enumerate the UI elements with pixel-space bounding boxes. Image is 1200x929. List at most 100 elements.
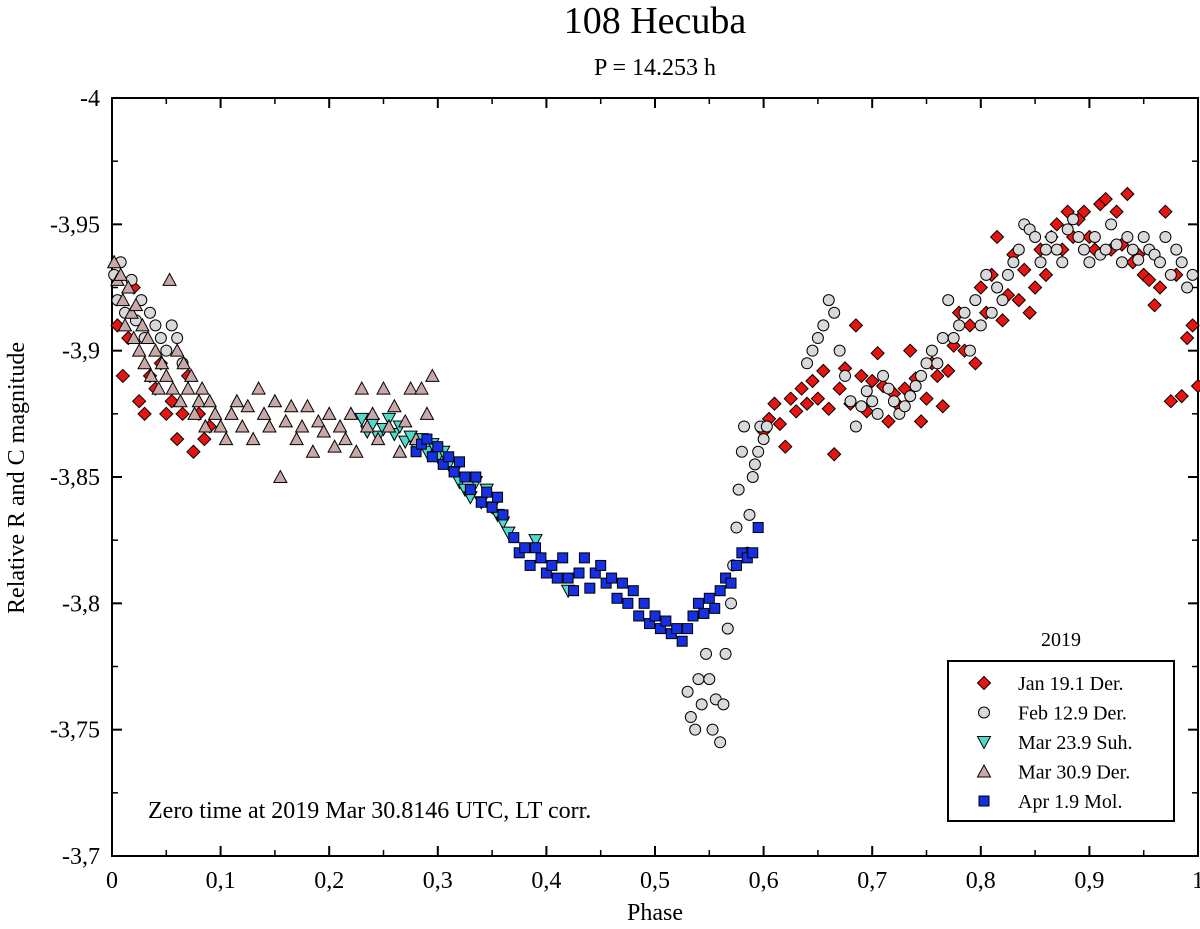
data-point xyxy=(772,416,788,432)
data-point xyxy=(730,521,743,534)
data-point xyxy=(1045,230,1058,243)
data-point xyxy=(198,418,213,433)
data-point xyxy=(1179,330,1195,346)
data-point xyxy=(947,332,960,345)
data-point xyxy=(1164,268,1177,281)
y-axis-label: Relative R and C magnitude xyxy=(4,342,30,614)
data-point xyxy=(821,401,836,416)
data-point xyxy=(128,297,144,312)
data-point xyxy=(115,292,131,307)
data-point xyxy=(149,319,162,332)
data-point xyxy=(996,294,1009,307)
data-point xyxy=(117,317,133,332)
time-annotation: Zero time at 2019 Mar 30.8146 UTC, LT co… xyxy=(148,798,591,824)
data-point xyxy=(1137,230,1150,243)
data-point xyxy=(725,577,737,589)
data-point xyxy=(124,305,139,319)
x-tick-label: 0,8 xyxy=(966,868,996,894)
data-point xyxy=(1099,243,1112,256)
data-point xyxy=(256,406,272,420)
data-point xyxy=(882,382,895,395)
data-point xyxy=(925,344,938,357)
data-point xyxy=(942,294,955,307)
data-point xyxy=(810,391,826,406)
data-point xyxy=(143,368,159,382)
data-point xyxy=(703,673,716,686)
data-point xyxy=(721,622,734,635)
data-point xyxy=(486,501,498,513)
data-point xyxy=(234,418,250,433)
data-point xyxy=(698,607,710,619)
data-point xyxy=(826,447,842,462)
data-point xyxy=(194,381,210,395)
data-point xyxy=(370,431,386,446)
data-point xyxy=(158,368,174,382)
data-point xyxy=(1072,230,1085,243)
data-point xyxy=(595,559,607,571)
data-point xyxy=(848,318,864,333)
data-point xyxy=(354,412,370,427)
data-point xyxy=(877,369,890,382)
data-point xyxy=(213,418,228,433)
data-point xyxy=(403,381,418,395)
data-point xyxy=(1126,243,1139,256)
y-tick-label: -3,9 xyxy=(62,339,100,365)
data-point xyxy=(151,381,167,395)
data-point xyxy=(294,418,310,433)
data-point xyxy=(165,319,178,332)
data-point xyxy=(1056,256,1069,269)
data-point xyxy=(1067,213,1080,226)
data-point xyxy=(898,400,911,413)
data-point xyxy=(920,357,933,370)
data-point xyxy=(854,368,869,384)
data-point xyxy=(633,610,645,622)
data-point xyxy=(805,373,820,389)
axes-layer: 0 0,1 0,2 0,3 0,4 0,5 0,6 0,7 0,8 0,9 1 -4 -3,95 -3,9… xyxy=(50,86,1200,894)
data-point xyxy=(365,406,380,420)
data-point xyxy=(1088,230,1101,243)
data-point xyxy=(207,406,223,420)
data-point xyxy=(191,393,207,408)
y-tick-label: -3,95 xyxy=(50,212,100,238)
data-point xyxy=(936,332,949,345)
data-point xyxy=(801,357,814,370)
data-point xyxy=(760,420,773,433)
legend-label: Jan 19.1 Der. xyxy=(1018,673,1124,695)
data-point xyxy=(251,381,266,395)
data-point xyxy=(519,542,531,554)
data-point xyxy=(783,391,798,406)
data-point xyxy=(448,466,460,478)
legend-marker xyxy=(978,795,990,807)
data-point xyxy=(1034,256,1047,269)
data-point xyxy=(171,332,184,345)
data-point xyxy=(311,413,326,428)
data-point xyxy=(844,395,857,408)
data-point xyxy=(135,317,150,332)
x-tick-label: 0,6 xyxy=(749,868,779,894)
data-point xyxy=(454,456,466,468)
data-point xyxy=(573,567,585,579)
x-tick-label: 0,2 xyxy=(314,868,344,894)
data-point xyxy=(870,345,885,361)
data-point xyxy=(962,318,978,333)
data-point xyxy=(497,509,509,521)
data-point xyxy=(159,406,174,422)
data-point xyxy=(508,532,520,544)
y-tick-label: -3,85 xyxy=(50,465,100,491)
data-point xyxy=(963,344,976,357)
data-point xyxy=(562,572,574,584)
data-point xyxy=(176,355,192,370)
x-tick-label: 0,5 xyxy=(640,868,670,894)
data-point xyxy=(1175,256,1188,269)
data-point xyxy=(930,368,945,384)
data-point xyxy=(738,420,751,433)
data-point xyxy=(985,306,998,319)
x-axis-label: Phase xyxy=(627,900,683,926)
data-point xyxy=(684,711,697,724)
data-point xyxy=(338,431,353,446)
data-point xyxy=(175,406,190,422)
x-tick-label: 0,9 xyxy=(1074,868,1104,894)
data-point xyxy=(131,343,147,357)
data-point xyxy=(144,306,157,319)
